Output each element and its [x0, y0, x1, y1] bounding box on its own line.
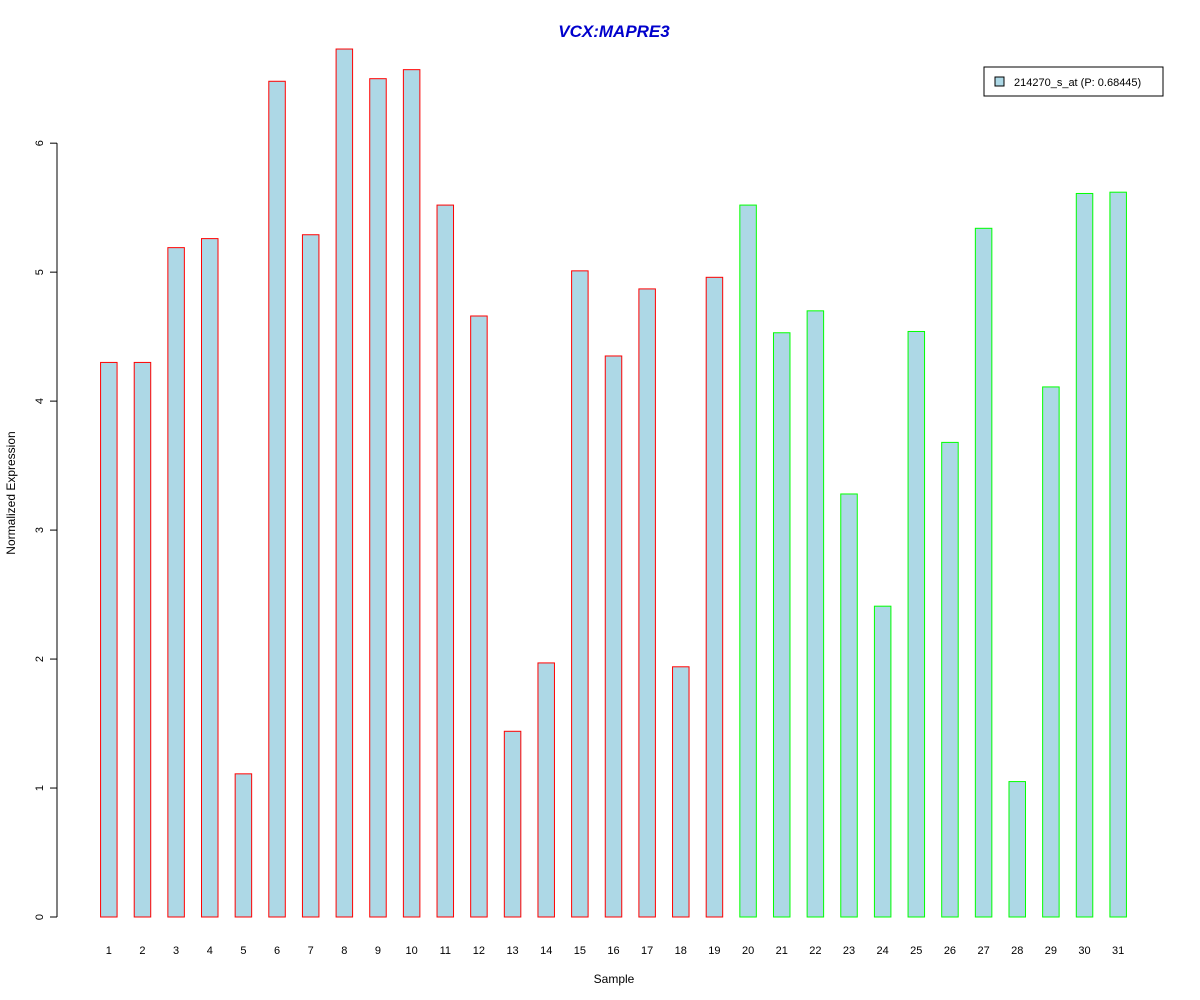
x-tick-labels: 1 2 3 4 5 6 7 8 9 10 11 12 13 14 15 16 17 18 19 20 21 22 23 24 2… [106, 945, 1125, 957]
bar [1042, 386, 1060, 918]
x-tick-label: 11 [440, 945, 451, 957]
legend: 214270_s_at (P: 0.68445) [983, 66, 1164, 97]
bar [503, 730, 522, 918]
y-tick-label: 2 [34, 656, 46, 662]
y-tick-label: 0 [34, 914, 46, 920]
bar [806, 310, 825, 918]
legend-box [983, 66, 1164, 97]
bar [739, 204, 757, 918]
y-tick-label: 1 [34, 785, 46, 791]
x-tick-label: 6 [274, 945, 280, 957]
bar [301, 234, 320, 918]
y-axis-title: Normalized Expression [4, 431, 18, 554]
bar [638, 288, 656, 918]
x-tick-label: 2 [139, 945, 145, 957]
bar [772, 332, 791, 918]
bars [100, 48, 1127, 918]
bar [234, 773, 253, 918]
x-tick-label: 26 [944, 945, 956, 957]
bar [133, 361, 152, 918]
bar [941, 441, 959, 918]
x-tick-label: 9 [375, 945, 381, 957]
bar [1109, 191, 1127, 918]
bar [268, 80, 286, 918]
bar [402, 69, 421, 918]
x-tick-label: 21 [776, 945, 788, 957]
bar [604, 355, 623, 918]
bar [335, 48, 354, 918]
bar [537, 662, 555, 918]
bar [974, 227, 993, 918]
bar [571, 270, 589, 918]
bar [907, 330, 926, 918]
y-tick-label: 6 [34, 140, 46, 146]
bar [167, 247, 185, 918]
x-tick-label: 8 [341, 945, 347, 957]
y-tick-label: 3 [34, 527, 46, 533]
x-tick-label: 4 [207, 945, 213, 957]
y-tick-label: 5 [34, 269, 46, 275]
bar [369, 78, 387, 918]
x-tick-label: 13 [506, 945, 518, 957]
bar [1008, 781, 1026, 918]
y-tick-label: 4 [34, 398, 46, 404]
x-tick-label: 12 [473, 945, 485, 957]
bar [100, 361, 118, 918]
x-tick-label: 7 [308, 945, 314, 957]
legend-label: 214270_s_at (P: 0.68445) [1014, 77, 1141, 89]
bar [705, 276, 724, 918]
x-tick-label: 10 [406, 945, 418, 957]
y-axis: 0 1 2 3 4 5 6 [34, 140, 58, 920]
x-tick-label: 16 [607, 945, 619, 957]
x-tick-label: 5 [240, 945, 246, 957]
bar [436, 204, 455, 918]
bar [201, 238, 219, 918]
x-tick-label: 29 [1045, 945, 1057, 957]
x-tick-label: 18 [675, 945, 687, 957]
bar [672, 666, 690, 918]
x-tick-label: 24 [877, 945, 889, 957]
x-tick-label: 17 [641, 945, 653, 957]
x-tick-label: 30 [1078, 945, 1090, 957]
legend-swatch [994, 76, 1005, 87]
x-tick-label: 3 [173, 945, 179, 957]
bar [470, 315, 488, 918]
x-axis-title: Sample [594, 972, 635, 986]
x-tick-label: 15 [574, 945, 586, 957]
x-tick-label: 31 [1112, 945, 1124, 957]
chart-title: VCX:MAPRE3 [558, 22, 670, 41]
x-tick-label: 20 [742, 945, 754, 957]
bar [840, 493, 858, 918]
x-tick-label: 28 [1011, 945, 1023, 957]
x-tick-label: 25 [910, 945, 922, 957]
x-tick-label: 1 [106, 945, 112, 957]
x-tick-label: 23 [843, 945, 855, 957]
x-tick-label: 19 [708, 945, 720, 957]
bar [1075, 192, 1094, 918]
x-tick-label: 27 [977, 945, 989, 957]
x-tick-label: 14 [540, 945, 552, 957]
bar [873, 605, 892, 918]
x-tick-label: 22 [809, 945, 821, 957]
